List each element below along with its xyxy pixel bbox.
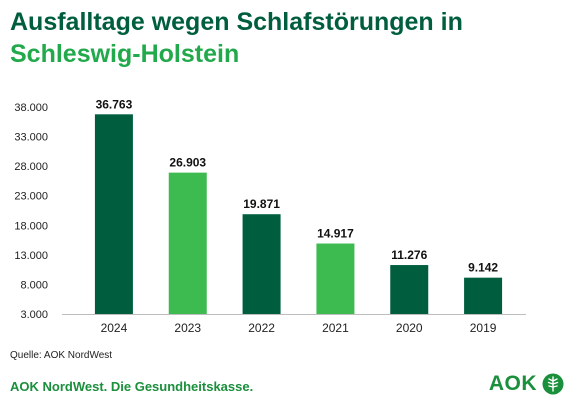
bar-2021 xyxy=(316,243,355,314)
bar-2024 xyxy=(94,114,133,314)
source-note: Quelle: AOK NordWest xyxy=(10,350,113,361)
y-tick-label: 33.000 xyxy=(14,132,48,144)
bar-2019 xyxy=(464,277,503,314)
x-tick-label-2024: 2024 xyxy=(101,321,128,335)
y-tick-label: 8.000 xyxy=(20,279,48,291)
value-label-2020: 11.276 xyxy=(391,248,427,262)
x-tick-label-2023: 2023 xyxy=(174,321,201,335)
x-tick-label-2019: 2019 xyxy=(470,321,497,335)
bar-chart: 3.000 8.000 13.000 18.000 23.000 28.000 33.000… xyxy=(14,97,526,335)
title-line-1: Ausfalltage wegen Schlafstörungen in xyxy=(10,8,463,36)
aok-logo: AOK xyxy=(489,372,564,396)
value-label-2023: 26.903 xyxy=(169,156,206,170)
value-label-2024: 36.763 xyxy=(96,97,133,111)
chart-title: Ausfalltage wegen Schlafstörungen in Sch… xyxy=(10,6,570,70)
value-label-2022: 19.871 xyxy=(243,197,280,211)
y-tick-label: 23.000 xyxy=(14,191,48,203)
x-tick-label-2022: 2022 xyxy=(248,321,275,335)
title-line-2: Schleswig-Holstein xyxy=(10,40,240,68)
y-tick-label: 13.000 xyxy=(14,250,48,262)
bar-2020 xyxy=(390,265,429,314)
logo-text: AOK xyxy=(488,372,537,395)
aok-tree-icon xyxy=(542,373,564,395)
value-label-2019: 9.142 xyxy=(468,261,498,275)
value-label-2021: 14.917 xyxy=(317,227,354,241)
bar-2022 xyxy=(242,214,281,314)
bar-2023 xyxy=(168,172,207,314)
x-tick-label-2021: 2021 xyxy=(322,321,349,335)
y-tick-label: 18.000 xyxy=(14,220,48,232)
x-tick-label-2020: 2020 xyxy=(396,321,423,335)
footer-tagline: AOK NordWest. Die Gesundheitskasse. xyxy=(10,379,254,394)
y-tick-label: 3.000 xyxy=(20,309,48,321)
y-tick-label: 28.000 xyxy=(14,161,48,173)
y-tick-label: 38.000 xyxy=(14,102,48,114)
